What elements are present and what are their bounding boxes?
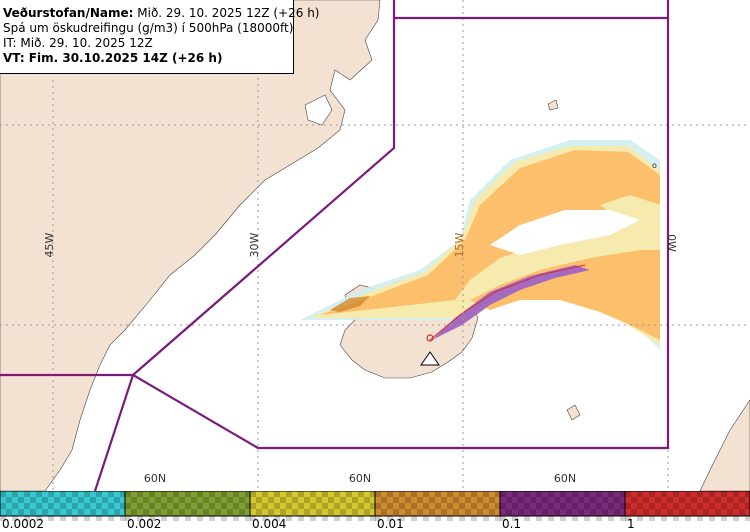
legend-swatch-3	[374, 491, 501, 521]
legend-label-3: 0.01	[377, 517, 404, 531]
lat-label-2: 60N	[349, 472, 371, 485]
forecast-info-box: Veðurstofan/Name: Mið. 29. 10. 2025 12Z …	[0, 0, 320, 74]
lon-label-45w: 45W	[43, 232, 56, 257]
legend-label-1: 0.002	[127, 517, 161, 531]
info-line-2: Spá um öskudreifingu (g/m3) í 500hPa (18…	[3, 21, 294, 35]
lat-label-1: 60N	[144, 472, 166, 485]
fir-boundary	[0, 0, 670, 491]
legend-swatch-5	[624, 491, 750, 521]
lat-label-3: 60N	[554, 472, 576, 485]
ash-dispersion-map: 45W 30W 15W 0W 60N 60N 60N o	[0, 0, 750, 491]
volcano-icon	[420, 334, 440, 366]
info-line-4: VT: Fim. 30.10.2025 14Z (+26 h)	[3, 51, 223, 65]
small-label: o	[652, 161, 657, 170]
agency-label: Veðurstofan/Name:	[3, 6, 134, 20]
legend-label-0: 0.0002	[2, 517, 44, 531]
lon-label-15w: 15W	[453, 232, 466, 257]
lon-label-30w: 30W	[248, 232, 261, 257]
legend-swatch-2	[249, 491, 376, 521]
greenland-landmass	[0, 0, 381, 491]
legend-swatch-4	[499, 491, 626, 521]
concentration-legend: 0.0002 0.002 0.004 0.01 0.1 1	[0, 491, 750, 531]
info-line-3: IT: Mið. 29. 10. 2025 12Z	[3, 36, 153, 50]
lon-label-0w: 0W	[665, 234, 678, 252]
legend-label-2: 0.004	[252, 517, 286, 531]
info-line-1: Veðurstofan/Name: Mið. 29. 10. 2025 12Z …	[3, 6, 320, 21]
legend-swatch-1	[124, 491, 251, 521]
legend-label-4: 0.1	[502, 517, 521, 531]
agency-value: Mið. 29. 10. 2025 12Z (+26 h)	[137, 6, 320, 20]
legend-label-5: 1	[627, 517, 635, 531]
ash-plume	[300, 140, 660, 350]
